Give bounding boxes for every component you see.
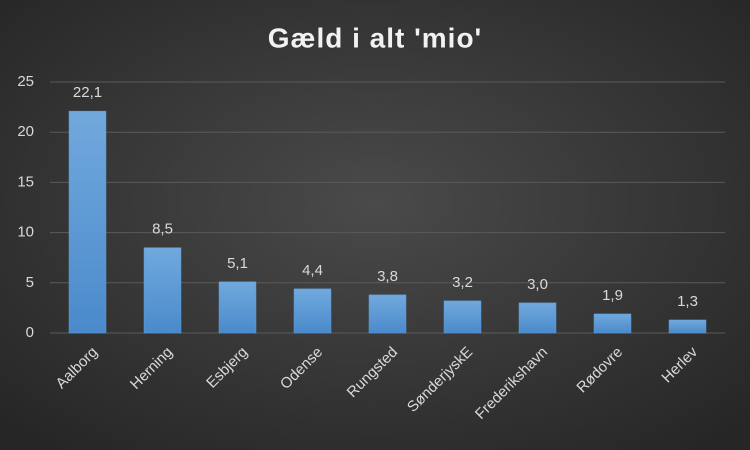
y-tick-label: 0 [26, 324, 34, 341]
bar [593, 313, 632, 334]
data-label: 3,0 [527, 276, 548, 293]
bar [668, 319, 707, 334]
data-label: 1,3 [677, 293, 698, 310]
data-label: 1,9 [602, 287, 623, 304]
data-label: 5,1 [227, 255, 248, 272]
y-tick-label: 15 [17, 173, 34, 190]
data-label: 3,8 [377, 268, 398, 285]
bar [368, 294, 407, 334]
data-label: 3,2 [452, 274, 473, 291]
y-tick-label: 10 [17, 224, 34, 241]
bar [518, 302, 557, 334]
bar [218, 281, 257, 334]
bar [68, 110, 107, 334]
bar [443, 300, 482, 334]
y-tick-label: 25 [17, 73, 34, 90]
data-label: 4,4 [302, 262, 323, 279]
y-tick-label: 5 [26, 274, 34, 291]
data-label: 22,1 [73, 84, 102, 101]
bar [293, 288, 332, 334]
data-label: 8,5 [152, 221, 173, 238]
chart-title: Gæld i alt 'mio' [268, 22, 482, 53]
bar [143, 247, 182, 334]
y-tick-label: 20 [17, 123, 34, 140]
